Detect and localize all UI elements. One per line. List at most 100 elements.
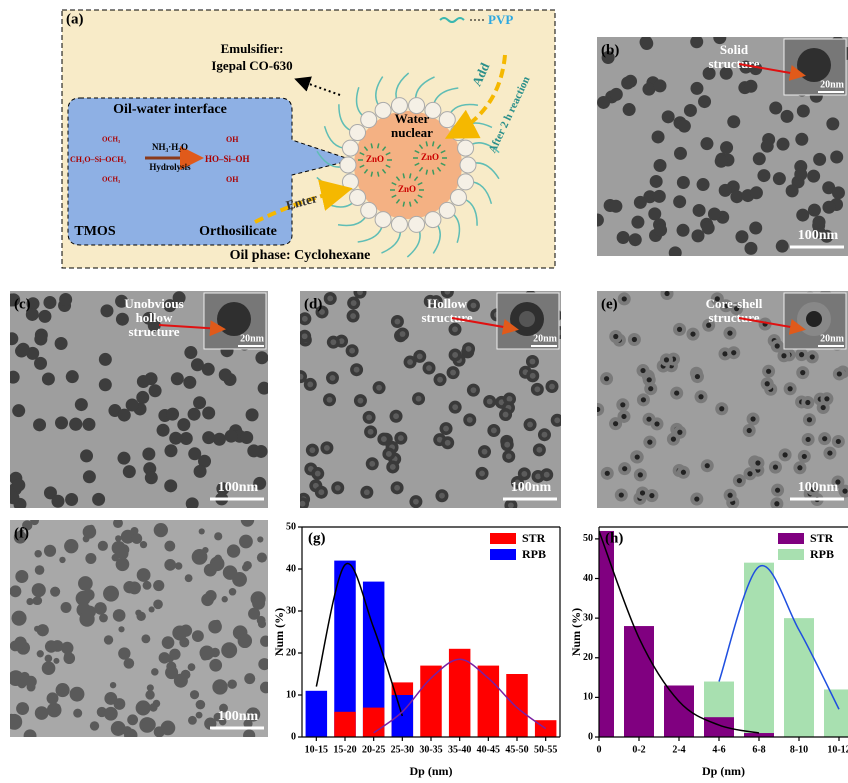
particle [55,416,68,429]
x-tick-label: 8-10 [790,744,808,755]
particle [83,525,97,539]
particle-core [641,397,646,402]
particle [59,293,72,306]
particle-void [452,326,458,332]
y-tick-label: 30 [286,605,296,616]
x-tick-label: 45-50 [505,744,528,755]
particle-core [695,374,700,379]
particle [38,310,51,323]
particle [781,110,794,123]
particle [127,714,138,725]
particle-core [731,350,736,355]
particle [11,611,26,626]
x-tick-label: 50-55 [534,744,557,755]
particle [171,372,184,385]
particle [175,562,183,570]
panel-label: (c) [14,296,31,312]
tmos-sub: OCH₃ [102,176,120,184]
zno: ZnO [366,154,384,164]
particle [164,444,177,457]
particle [826,117,839,130]
particle-core [677,327,682,332]
panel-label: (f) [14,525,29,541]
particle-void [376,385,382,391]
core-label: Water [395,111,430,126]
particle-core [810,354,815,359]
zno: ZnO [421,152,439,162]
particle [795,133,808,146]
particle [209,659,222,672]
particle [244,673,255,684]
x-axis-label: Dp (nm) [702,764,745,778]
particle [149,606,155,612]
surfactant-bead [361,112,377,128]
particle-core [646,417,651,422]
bar [334,712,356,737]
inset-scale: 20nm [240,333,265,344]
particle-void [443,426,449,432]
particle [123,581,135,593]
bar [704,717,734,737]
particle [188,447,201,460]
surfactant-bead [342,174,358,190]
particle [118,544,129,555]
particle-core [782,452,787,457]
scale-label: 100nm [511,480,552,495]
particle-void [487,399,493,405]
particle-core [605,471,610,476]
particle-core [774,501,779,506]
particle [720,141,733,154]
tmos-label: TMOS [74,224,115,239]
particle-core [664,291,669,296]
particle [164,541,175,552]
particle [715,155,728,168]
particle [136,391,149,404]
particle [69,418,82,431]
surfactant-bead [439,202,455,218]
particle [70,687,85,702]
particle [617,231,630,244]
particle [193,396,206,409]
particle [650,175,663,188]
particle [201,593,214,606]
particle [32,583,46,597]
particle [153,700,161,708]
particle-void [542,432,548,438]
figure: (a) Emulsifier: Igepal CO-630 PVP Oil-wa… [0,0,848,783]
emulsifier: Emulsifier: [221,41,284,56]
particle [73,709,82,718]
x-tick-label: 0 [597,744,602,755]
particle-core [690,331,695,336]
particle [225,430,238,443]
panel-label: (b) [601,42,619,58]
particle [186,497,199,510]
particle [597,96,610,109]
particle [830,150,843,163]
particle-core [728,493,733,498]
y-tick-label: 50 [286,521,296,532]
annotation: Unobvious [124,296,183,311]
particle [75,398,88,411]
particle-void [507,396,513,402]
particle [753,152,766,165]
annotation: structure [708,56,759,71]
chart-label: (h) [605,530,623,546]
inset-particle [217,302,251,336]
particle [243,729,255,741]
inset-particle [797,48,831,82]
annotation: Core-shell [706,296,763,311]
particle-void [521,471,527,477]
particle-void [335,485,341,491]
particle [634,196,647,209]
tem-image: (c)20nmUnobvioushollowstructure100nm [5,291,270,511]
particle-void [536,447,542,453]
inset-scale: 20nm [820,333,845,344]
particle-void [357,289,363,295]
particle [16,702,29,715]
particle-core [822,436,827,441]
particle [149,384,162,397]
legend-label: STR [522,531,546,545]
particle [698,95,711,108]
particle [691,229,704,242]
particle [227,544,240,557]
